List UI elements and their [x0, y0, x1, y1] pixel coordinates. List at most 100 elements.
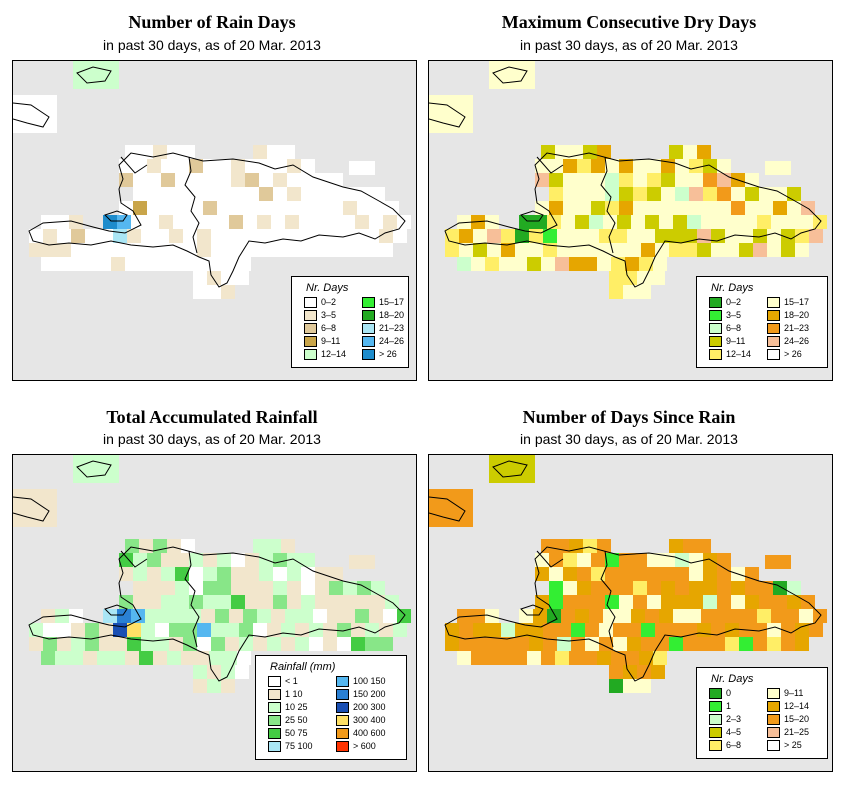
grid-cell — [697, 623, 711, 637]
islet-cell — [765, 161, 791, 175]
grid-cell — [485, 257, 499, 271]
grid-cell — [759, 201, 773, 215]
grid-cell — [703, 201, 717, 215]
grid-cell — [221, 285, 235, 299]
grid-cell — [577, 201, 591, 215]
grid-cells — [429, 455, 827, 693]
grid-cell — [147, 173, 161, 187]
grid-cell — [153, 651, 167, 665]
grid-cell — [195, 651, 209, 665]
grid-cell — [147, 595, 161, 609]
grid-cell — [773, 187, 787, 201]
islet-outline — [492, 460, 528, 478]
grid-cell — [301, 187, 315, 201]
grid-cell — [215, 609, 229, 623]
legend-label: 4–5 — [726, 727, 742, 737]
grid-cell — [371, 595, 385, 609]
grid-cell — [651, 271, 665, 285]
grid-cell — [619, 187, 633, 201]
grid-cell — [591, 187, 605, 201]
grid-cell — [561, 215, 575, 229]
map-canvas — [429, 61, 827, 299]
grid-cell — [273, 201, 287, 215]
grid-cell — [471, 257, 485, 271]
grid-cell — [577, 187, 591, 201]
grid-cell — [655, 243, 669, 257]
grid-cell — [485, 651, 499, 665]
grid-cell — [281, 637, 295, 651]
grid-cell — [57, 623, 71, 637]
grid-cell — [203, 187, 217, 201]
grid-cell — [487, 229, 501, 243]
grid-cell — [809, 229, 823, 243]
legend-swatch — [709, 727, 722, 738]
grid-cell — [167, 145, 181, 159]
grid-cell — [689, 159, 703, 173]
grid-cell — [217, 173, 231, 187]
grid-cell — [245, 567, 259, 581]
grid-cell — [167, 257, 181, 271]
grid-cell — [221, 679, 235, 693]
grid-cell — [729, 609, 743, 623]
grid-cell — [799, 609, 813, 623]
grid-cell — [683, 539, 697, 553]
grid-cell — [487, 623, 501, 637]
grid-cell — [605, 159, 619, 173]
legend-swatch — [767, 740, 780, 751]
panel-subtitle: in past 30 days, as of 20 Mar. 2013 — [103, 37, 321, 53]
grid-cell — [197, 637, 211, 651]
grid-cell — [189, 553, 203, 567]
grid-cell — [99, 243, 113, 257]
grid-cell — [301, 595, 315, 609]
grid-cell — [155, 637, 169, 651]
grid-cell — [147, 187, 161, 201]
grid-cell — [231, 553, 245, 567]
grid-cell — [605, 553, 619, 567]
grid-cell — [633, 187, 647, 201]
bay-outline — [536, 156, 564, 174]
grid-cell — [617, 215, 631, 229]
grid-cell — [225, 243, 239, 257]
grid-cell — [613, 229, 627, 243]
grid-cell — [379, 243, 393, 257]
grid-cell — [133, 201, 147, 215]
grid-cell — [133, 187, 147, 201]
grid-cell — [683, 623, 697, 637]
grid-cells — [13, 455, 411, 693]
grid-cell — [745, 595, 759, 609]
legend-label: 400 600 — [353, 728, 386, 738]
grid-cell — [661, 567, 675, 581]
grid-cell — [647, 187, 661, 201]
grid-cell — [543, 229, 557, 243]
grid-cell — [355, 215, 369, 229]
grid-cell — [301, 201, 315, 215]
grid-cell — [371, 201, 385, 215]
grid-cell — [253, 145, 267, 159]
country-border — [184, 156, 200, 254]
grid-cell — [337, 637, 351, 651]
legend-label: 2–3 — [726, 714, 742, 724]
grid-cell — [169, 229, 183, 243]
grid-cell — [83, 257, 97, 271]
grid-cell — [281, 145, 295, 159]
grid-cell — [555, 257, 569, 271]
grid-cell — [217, 159, 231, 173]
grid-cell — [459, 243, 473, 257]
grid-cell — [745, 201, 759, 215]
grid-cell — [239, 229, 253, 243]
grid-cell — [207, 665, 221, 679]
grid-cell — [669, 539, 683, 553]
grid-cell — [155, 229, 169, 243]
grid-cell — [103, 215, 117, 229]
grid-cell — [619, 553, 633, 567]
legend: Nr. Days 0 1 2–3 4–5 6–8 9–11 12–14 15–20 21–25 >… — [696, 667, 828, 759]
grid-cell — [281, 623, 295, 637]
grid-cell — [29, 243, 43, 257]
grid-cell — [637, 679, 651, 693]
grid-cell — [645, 609, 659, 623]
grid-cell — [117, 215, 131, 229]
grid-cell — [781, 637, 795, 651]
grid-cell — [169, 623, 183, 637]
grid-cell — [189, 159, 203, 173]
grid-cell — [55, 257, 69, 271]
